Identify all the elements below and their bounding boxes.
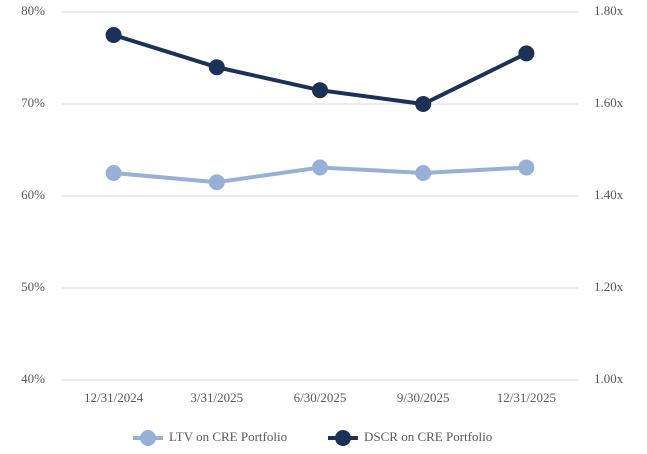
y2-tick-label: 1.20x — [594, 279, 624, 294]
point — [105, 27, 122, 43]
y2-tick-label: 1.80x — [594, 3, 624, 18]
point — [208, 59, 225, 76]
x-tick-label: 3/31/2025 — [190, 390, 243, 405]
y-tick-label: 60% — [21, 187, 45, 202]
point — [105, 165, 122, 181]
point — [312, 82, 328, 99]
legend-label: DSCR on CRE Portfolio — [364, 429, 492, 444]
y-tick-label: 50% — [21, 279, 45, 294]
legend-label: LTV on CRE Portfolio — [169, 429, 287, 444]
y2-tick-label: 1.40x — [594, 187, 624, 202]
point — [208, 174, 225, 191]
point — [312, 159, 328, 176]
y-tick-label: 40% — [21, 371, 45, 386]
point — [518, 45, 535, 62]
y-tick-label: 80% — [21, 3, 45, 18]
point — [415, 165, 432, 181]
y-tick-label: 70% — [21, 95, 45, 110]
x-tick-label: 9/30/2025 — [397, 390, 450, 405]
point — [518, 159, 535, 176]
legend-marker — [140, 430, 156, 446]
point — [415, 96, 432, 112]
y2-tick-label: 1.60x — [594, 95, 624, 110]
x-tick-label: 12/31/2024 — [84, 390, 144, 405]
y2-tick-label: 1.00x — [594, 371, 624, 386]
x-tick-label: 12/31/2025 — [497, 390, 556, 405]
x-tick-label: 6/30/2025 — [294, 390, 347, 405]
legend-marker — [335, 430, 351, 446]
